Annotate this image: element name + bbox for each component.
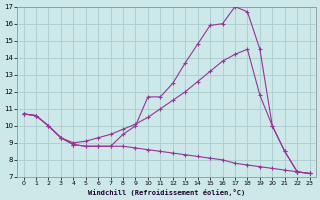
X-axis label: Windchill (Refroidissement éolien,°C): Windchill (Refroidissement éolien,°C) bbox=[88, 189, 245, 196]
